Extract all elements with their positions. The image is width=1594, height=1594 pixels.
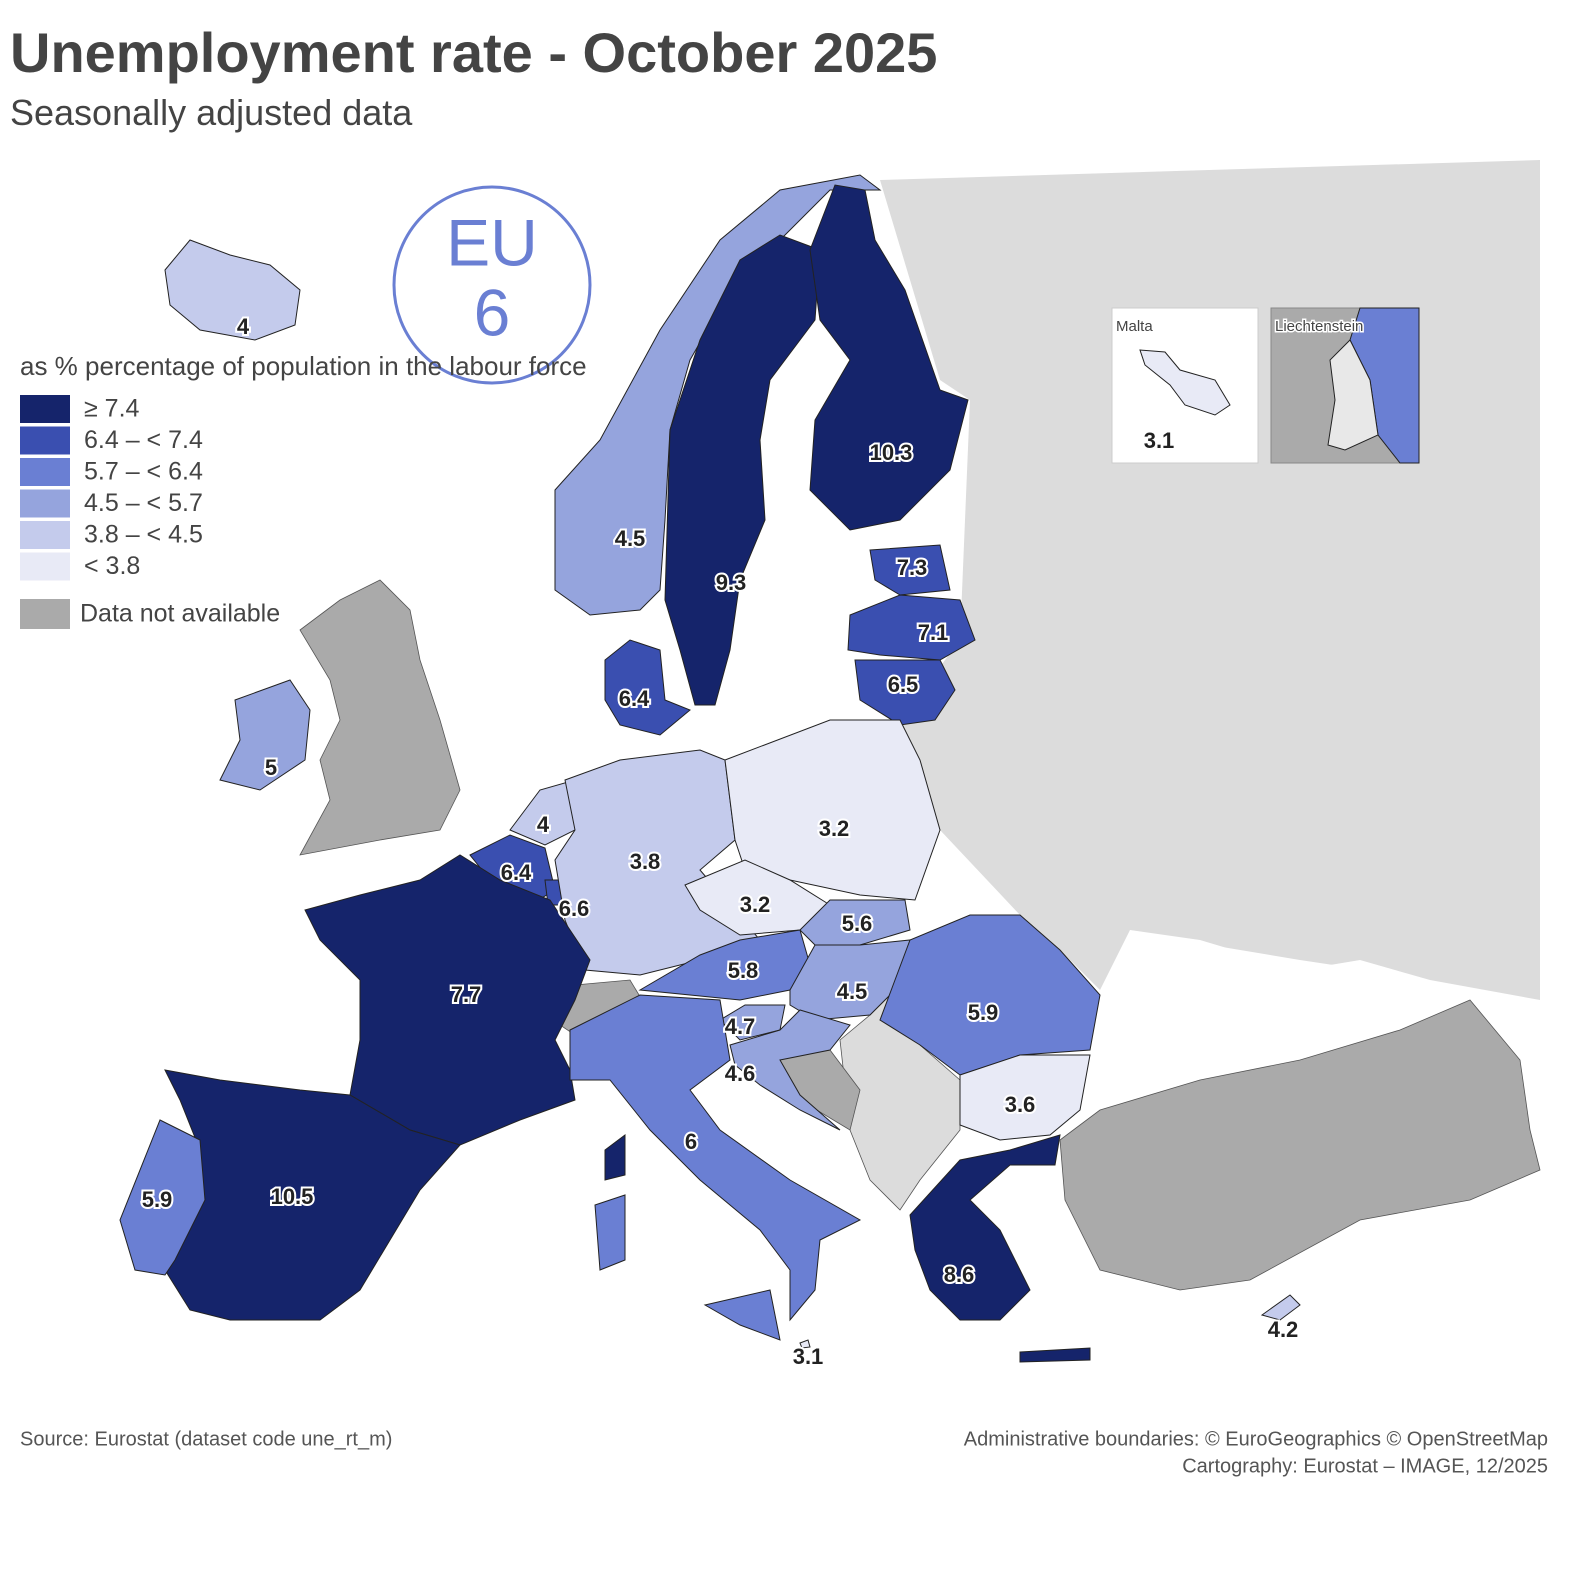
inset-title: Liechtenstein	[1275, 318, 1363, 335]
region	[869, 544, 951, 596]
value-label: 6.6	[559, 896, 590, 921]
legend-label: < 3.8	[84, 552, 140, 580]
no-data-area	[1059, 999, 1541, 1291]
credits: Cartography: Eurostat – IMAGE, 12/2025	[1182, 1455, 1548, 1477]
value-label: 6.4	[501, 860, 532, 885]
legend-label: 6.4 – < 7.4	[84, 426, 203, 454]
source: Source: Eurostat (dataset code une_rt_m)	[20, 1428, 392, 1450]
region	[809, 184, 969, 531]
legend-label: 3.8 – < 4.5	[84, 521, 203, 549]
value-label: 10.5	[271, 1184, 314, 1209]
subtitle: Seasonally adjusted data	[10, 92, 413, 133]
value-label: 8.6	[944, 1262, 975, 1287]
value-label: 4	[537, 812, 550, 837]
value-label: 3.8	[630, 849, 661, 874]
region	[959, 1054, 1091, 1141]
region	[569, 994, 862, 1322]
value-label: 3.1	[793, 1344, 824, 1369]
region	[847, 594, 976, 661]
region	[719, 1004, 786, 1041]
region	[1019, 1347, 1091, 1363]
value-label: 4.5	[837, 979, 868, 1004]
value-label: 3.6	[1005, 1092, 1036, 1117]
regions	[119, 174, 1301, 1363]
no-data-area	[299, 579, 461, 856]
legend-label: ≥ 7.4	[84, 395, 140, 423]
region	[119, 1119, 206, 1276]
value-label: 4.2	[1268, 1317, 1299, 1342]
value-label: 6.5	[888, 672, 919, 697]
eu-label: EU	[446, 205, 538, 279]
value-label: 7.1	[918, 620, 949, 645]
region	[879, 914, 1101, 1076]
region	[664, 234, 821, 706]
region	[724, 719, 941, 901]
value-label: 5.8	[728, 958, 759, 983]
legend-label: 4.5 – < 5.7	[84, 489, 203, 517]
legend: ≥ 7.4 6.4 – < 7.4 5.7 – < 6.4 4.5 – < 5.7 3.…	[20, 395, 280, 629]
eu-badge	[392, 185, 592, 385]
region	[703, 1289, 781, 1341]
value-label: 7.3	[897, 555, 928, 580]
legend-swatch	[20, 521, 70, 549]
value-label: 5.6	[842, 911, 873, 936]
inset-value: 3.1	[1144, 428, 1175, 453]
credits: Administrative boundaries: © EuroGeograp…	[964, 1428, 1548, 1450]
value-label: 4.5	[615, 526, 646, 551]
value-label: 10.3	[870, 440, 913, 465]
region	[604, 1134, 626, 1181]
eu-value: 6	[474, 275, 511, 349]
legend-label: 5.7 – < 6.4	[84, 458, 203, 486]
title: Unemployment rate - October 2025	[10, 21, 937, 84]
value-label: 4.7	[725, 1014, 756, 1039]
inset-area	[1327, 339, 1379, 451]
value-label: 5.9	[142, 1187, 173, 1212]
legend-swatch	[20, 599, 70, 629]
region	[799, 1339, 811, 1349]
region	[594, 1194, 626, 1271]
legend-swatch	[20, 458, 70, 486]
region	[164, 239, 301, 341]
region	[854, 659, 956, 726]
value-label: 4	[237, 314, 250, 339]
background-land	[880, 160, 1540, 1000]
legend-swatch	[20, 426, 70, 455]
value-label: 3.2	[740, 892, 771, 917]
legend-title: as % percentage of population in the lab…	[20, 351, 587, 381]
legend-swatch	[20, 489, 70, 518]
legend-swatch	[20, 552, 70, 581]
value-label: 5	[265, 755, 277, 780]
inset-title: Malta	[1116, 318, 1153, 335]
value-label: 6	[685, 1129, 697, 1154]
region	[604, 639, 691, 736]
region	[909, 1134, 1061, 1321]
value-label: 4.6	[725, 1061, 756, 1086]
sea	[1095, 940, 1420, 1080]
value-label: 6.4	[619, 686, 650, 711]
value-label: 7.7	[451, 982, 482, 1007]
legend-swatch	[20, 395, 70, 423]
inset-region	[1139, 349, 1231, 416]
value-label: 9.3	[716, 570, 747, 595]
region	[219, 679, 311, 791]
value-labels: 4 4.5 9.3 10.3 7.3 7.1 6.5 6.4 5 4 6.4 6…	[140, 312, 1301, 1371]
value-label: 5.9	[968, 1000, 999, 1025]
region	[729, 1009, 851, 1131]
region	[1260, 1294, 1301, 1321]
legend-label: Data not available	[80, 600, 280, 628]
value-label: 3.2	[819, 816, 850, 841]
